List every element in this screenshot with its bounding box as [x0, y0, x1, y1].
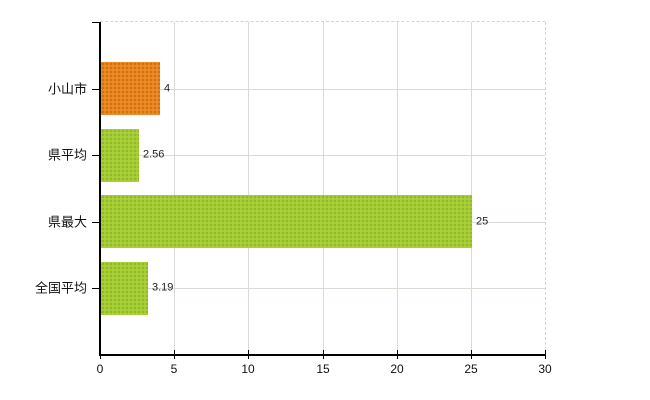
category-label-小山市: 小山市 — [47, 81, 87, 97]
category-label-全国平均: 全国平均 — [34, 280, 87, 296]
bar-県最大 — [101, 195, 472, 248]
y-axis-end-tick — [92, 22, 100, 23]
x-tick — [174, 350, 175, 359]
x-tick-label: 10 — [241, 362, 255, 376]
category-tick — [92, 222, 100, 223]
value-label: 2.56 — [143, 148, 165, 161]
plot-border-right — [545, 22, 546, 355]
category-tick — [92, 89, 100, 90]
category-tick — [92, 155, 100, 156]
x-tick-label: 0 — [96, 362, 104, 376]
bar-県平均 — [101, 129, 139, 182]
y-axis — [99, 22, 101, 356]
x-tick-label: 30 — [538, 362, 552, 376]
plot-border-top — [100, 21, 545, 22]
x-tick — [323, 350, 324, 359]
vertical-gridline — [248, 22, 250, 355]
x-axis — [99, 354, 546, 356]
value-label: 25 — [476, 215, 489, 228]
x-tick-label: 25 — [464, 362, 478, 376]
vertical-gridline — [470, 22, 472, 355]
category-label-県最大: 県最大 — [47, 214, 87, 230]
value-label: 4 — [164, 82, 171, 95]
category-label-県平均: 県平均 — [47, 147, 87, 163]
x-tick — [100, 350, 101, 359]
vertical-gridline — [322, 22, 324, 355]
x-tick-label: 5 — [170, 362, 178, 376]
bar-小山市 — [101, 62, 160, 115]
x-tick — [471, 350, 472, 359]
horizontal-gridline — [100, 89, 545, 90]
value-label: 3.19 — [152, 281, 174, 294]
vertical-gridline — [396, 22, 398, 355]
x-tick — [248, 350, 249, 359]
bar-全国平均 — [101, 262, 148, 315]
x-tick-label: 20 — [390, 362, 404, 376]
x-tick — [545, 350, 546, 359]
vertical-gridline — [174, 22, 176, 355]
x-tick — [397, 350, 398, 359]
x-tick-label: 15 — [316, 362, 330, 376]
horizontal-gridline — [100, 288, 545, 289]
category-tick — [92, 288, 100, 289]
horizontal-gridline — [100, 155, 545, 156]
